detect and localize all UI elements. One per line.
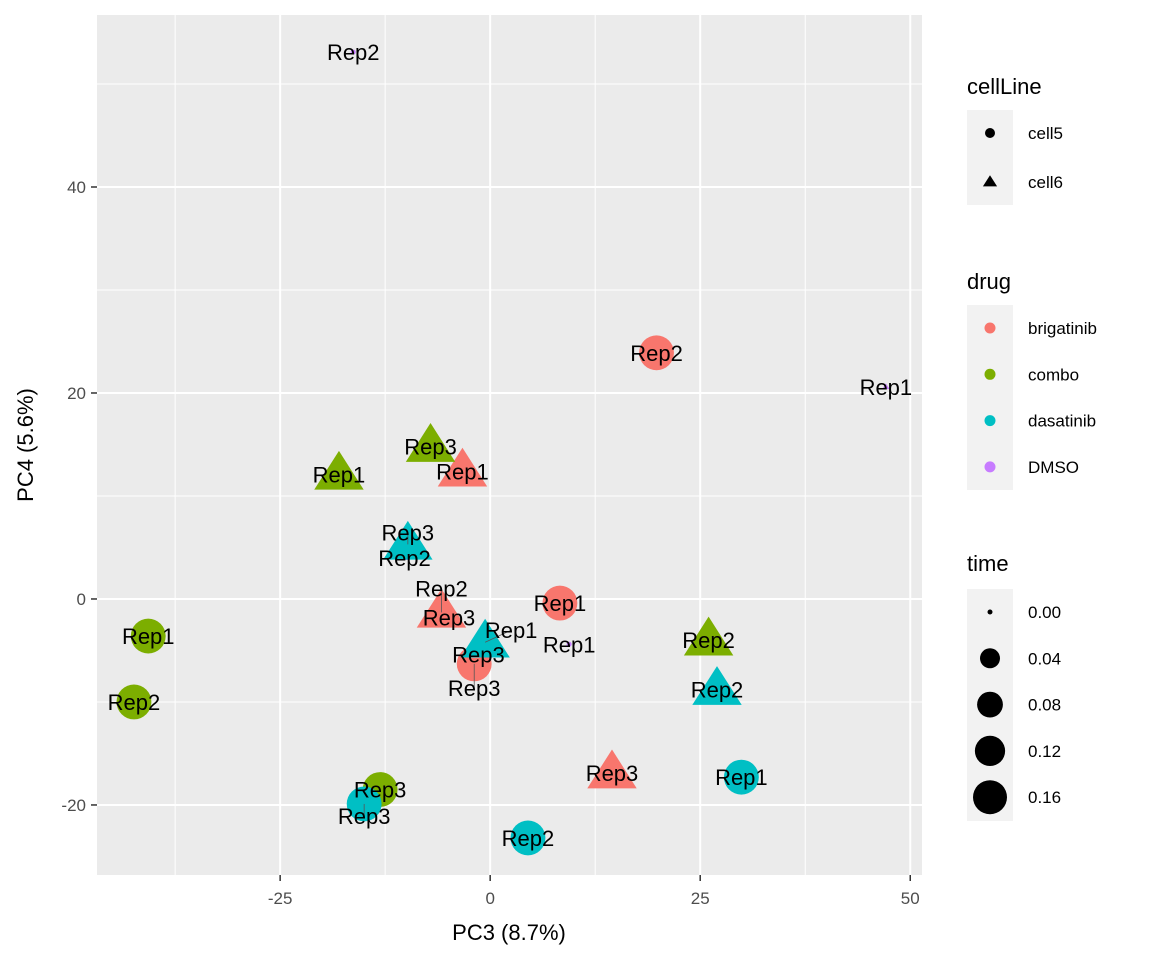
legend-label-combo: combo xyxy=(1028,365,1079,384)
point-combo-cell6 xyxy=(405,423,456,462)
point-label: Rep3 xyxy=(404,435,457,460)
point-combo-cell6 xyxy=(314,450,364,490)
legend-key-combo xyxy=(984,368,996,380)
point-brigatinib-cell6 xyxy=(587,749,637,789)
legend-key-cell5 xyxy=(985,128,995,138)
x-axis-title: PC3 (8.7%) xyxy=(452,920,566,945)
point-DMSO-cell5 xyxy=(350,49,356,55)
point-label: Rep1 xyxy=(485,618,538,643)
point-label: Rep3 xyxy=(338,804,391,829)
point-labels: Rep2Rep1Rep1Rep2Rep1Rep3Rep1Rep2Rep1Rep2… xyxy=(108,40,913,851)
legend-label-time: 0.08 xyxy=(1028,696,1061,715)
legend-key-cell6 xyxy=(982,175,998,187)
point-brigatinib-cell5 xyxy=(639,335,674,371)
legend-label-cell6: cell6 xyxy=(1028,173,1063,192)
legend-label-time: 0.00 xyxy=(1028,603,1061,622)
point-label: Rep3 xyxy=(423,606,476,631)
label-leader-lines xyxy=(363,532,512,816)
legend-label-time: 0.04 xyxy=(1028,649,1061,668)
point-dasatinib-cell6 xyxy=(692,666,742,705)
legend: cellLine drug time cell5 cell6 brigatinib c… xyxy=(967,74,1097,821)
point-label: Rep3 xyxy=(586,761,639,786)
point-combo-cell5 xyxy=(116,684,152,720)
point-brigatinib-cell5 xyxy=(542,585,578,621)
point-label: Rep1 xyxy=(543,632,596,657)
point-label: Rep2 xyxy=(502,826,555,851)
point-dasatinib-cell5 xyxy=(510,820,546,856)
point-dasatinib-cell5 xyxy=(723,759,759,795)
legend-title-cellline: cellLine xyxy=(967,74,1042,99)
point-DMSO-cell6 xyxy=(882,383,890,390)
grid xyxy=(97,15,922,875)
point-label: Rep1 xyxy=(313,462,366,487)
y-tick-label: 40 xyxy=(67,178,86,197)
point-dasatinib-cell6 xyxy=(460,618,510,658)
legend-label-time: 0.12 xyxy=(1028,742,1061,761)
axes: -25 0 25 50 -20 0 20 40 xyxy=(61,178,919,908)
y-axis-title: PC4 (5.6%) xyxy=(13,388,38,502)
label-leader-line xyxy=(484,629,512,643)
point-label: Rep3 xyxy=(354,778,407,803)
legend-key-dasatinib xyxy=(984,415,996,427)
legend-label-brigatinib: brigatinib xyxy=(1028,319,1097,338)
point-label: Rep1 xyxy=(860,375,913,400)
y-tick-label: 20 xyxy=(67,384,86,403)
legend-label-cell5: cell5 xyxy=(1028,124,1063,143)
point-DMSO-cell5 xyxy=(566,641,572,647)
legend-key-time xyxy=(973,780,1007,815)
legend-key-time xyxy=(974,735,1006,767)
x-tick-label: 50 xyxy=(901,889,920,908)
point-label: Rep3 xyxy=(382,520,435,545)
point-label: Rep3 xyxy=(448,676,501,701)
point-label: Rep2 xyxy=(327,40,380,65)
legend-title-drug: drug xyxy=(967,269,1011,294)
point-label: Rep2 xyxy=(108,690,161,715)
legend-label-time: 0.16 xyxy=(1028,788,1061,807)
legend-key-bg xyxy=(967,305,1013,490)
point-brigatinib-cell6 xyxy=(437,447,488,487)
legend-title-time: time xyxy=(967,551,1009,576)
y-tick-label: -20 xyxy=(61,796,86,815)
legend-label-dasatinib: dasatinib xyxy=(1028,412,1096,431)
point-label: Rep2 xyxy=(691,678,744,703)
x-tick-label: -25 xyxy=(268,889,293,908)
point-combo-cell5 xyxy=(130,618,166,654)
legend-key-bg xyxy=(967,110,1013,205)
point-label: Rep1 xyxy=(436,459,489,484)
y-tick-label: 0 xyxy=(77,590,86,609)
legend-key-DMSO xyxy=(984,461,996,473)
point-label: Rep1 xyxy=(122,624,175,649)
point-label: Rep1 xyxy=(715,765,768,790)
legend-key-brigatinib xyxy=(984,322,996,334)
point-combo-cell6 xyxy=(683,616,734,656)
x-tick-label: 25 xyxy=(691,889,710,908)
legend-key-time xyxy=(977,691,1003,718)
plot-panel xyxy=(97,15,922,875)
point-label: Rep1 xyxy=(534,591,587,616)
legend-key-time xyxy=(987,609,993,615)
x-tick-label: 0 xyxy=(485,889,494,908)
point-label: Rep2 xyxy=(378,546,431,571)
point-label: Rep2 xyxy=(630,341,683,366)
point-label: Rep3 xyxy=(452,643,505,668)
point-label: Rep2 xyxy=(682,628,735,653)
point-label: Rep2 xyxy=(415,576,468,601)
legend-label-DMSO: DMSO xyxy=(1028,458,1079,477)
legend-key-time xyxy=(980,648,1000,669)
